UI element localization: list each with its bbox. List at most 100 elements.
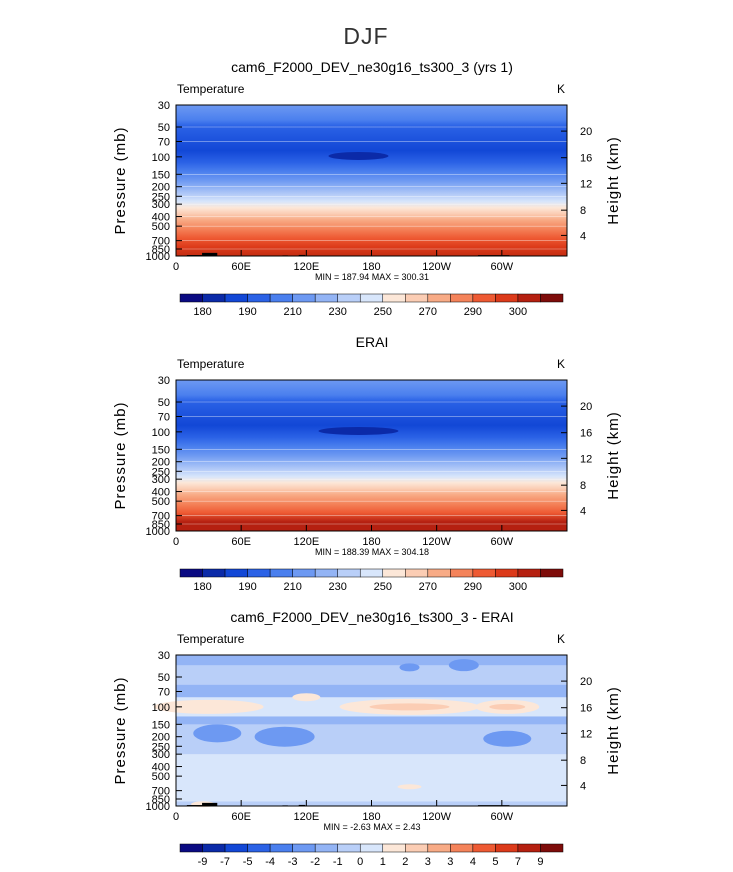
colorbar-swatch [427,293,451,303]
panel-title: cam6_F2000_DEV_ne30g16_ts300_3 - ERAI [230,609,513,625]
cold-core-contour [318,426,399,435]
y-tick-label: 500 [152,771,170,783]
y-tick-label: 300 [152,474,170,486]
y-tick-label: 100 [152,427,170,439]
y-tick-label: 1000 [146,526,170,538]
y2-tick-label: 12 [580,453,592,465]
y-tick-label: 50 [158,397,170,409]
colorbar-swatch [427,568,451,578]
y-tick-label: 50 [158,122,170,134]
colorbar-label: -5 [243,856,253,868]
colorbar-label: 210 [283,306,301,318]
colorbar-label: 290 [464,581,482,593]
chart-panel-3: cam6_F2000_DEV_ne30g16_ts300_3 - ERAI Tem… [112,609,622,868]
y-tick-label: 200 [152,457,170,469]
y-tick-label: 100 [152,152,170,164]
y-tick-label: 300 [152,749,170,761]
x-tick-label: 60W [491,261,514,273]
x-tick-label: 0 [173,536,179,548]
colorbar-swatch [427,843,451,853]
y-tick-label: 400 [152,212,170,224]
x-tick-label: 120E [293,536,319,548]
colorbar-label: 250 [374,306,392,318]
y-tick-label: 50 [158,672,170,684]
colorbar-swatch [382,568,406,578]
y-tick-label: 700 [152,236,170,248]
units-label: K [557,632,565,646]
colorbar-swatch [269,843,293,853]
x-tick-label: 0 [173,261,179,273]
colorbar-swatch [405,293,429,303]
y-tick-label: 70 [158,411,170,423]
cold-anomaly [254,726,315,747]
y-axis-title: Pressure (mb) [112,676,129,784]
colorbar-swatch [472,568,496,578]
y-tick-label: 850 [152,244,170,256]
x-tick-label: 120W [422,811,451,823]
x-tick-label: 60E [231,261,251,273]
variable-label: Temperature [177,357,245,371]
colorbar-label: 5 [492,856,498,868]
y-tick-label: 200 [152,732,170,744]
y-tick-label: 300 [152,199,170,211]
colorbar-label: -2 [310,856,320,868]
colorbar-label: 270 [419,306,437,318]
temperature-field [176,105,567,256]
y2-tick-label: 16 [580,703,592,715]
y2-tick-label: 12 [580,178,592,190]
colorbar-swatch [292,293,316,303]
y-tick-label: 150 [152,169,170,181]
y2-tick-label: 4 [580,230,586,242]
x-tick-label: 120W [422,536,451,548]
colorbar-label: 190 [238,306,256,318]
colorbar-swatch [495,293,519,303]
colorbar-swatch [359,568,384,578]
colorbar-label: -9 [198,856,208,868]
variable-label: Temperature [177,82,245,96]
y2-axis-title: Height (km) [605,686,622,775]
panel-title: cam6_F2000_DEV_ne30g16_ts300_3 (yrs 1) [231,59,513,75]
colorbar-swatch [202,843,226,853]
x-tick-label: 180 [362,261,380,273]
x-tick-label: 180 [362,536,380,548]
colorbar-label: 180 [193,581,211,593]
colorbar-swatch [337,843,361,853]
colorbar-swatch [540,293,564,303]
x-tick-label: 60W [491,811,514,823]
colorbar-swatch [314,843,338,853]
y-tick-label: 700 [152,786,170,798]
colorbar-swatch [269,293,293,303]
y2-tick-label: 8 [580,480,586,492]
y2-axis-title: Height (km) [605,411,622,500]
min-max-stats: MIN = 188.39 MAX = 304.18 [315,547,429,557]
warm-anomaly [489,703,526,710]
colorbar-label: 180 [193,306,211,318]
x-tick-label: 120E [293,261,319,273]
y2-tick-label: 20 [580,401,592,413]
cold-anomaly [399,663,420,672]
min-max-stats: MIN = -2.63 MAX = 2.43 [323,822,420,832]
y-tick-label: 200 [152,182,170,194]
colorbar-label: 270 [419,581,437,593]
y-tick-label: 70 [158,136,170,148]
topography [202,252,218,256]
colorbar-swatch [540,568,564,578]
colorbar-swatch [540,843,564,853]
colorbar-swatch [517,293,541,303]
y-tick-label: 500 [152,496,170,508]
colorbar-swatch [450,568,474,578]
colorbar-swatch [337,293,361,303]
colorbar-label: -7 [220,856,230,868]
x-tick-label: 120E [293,811,319,823]
colorbar-label: 3 [447,856,453,868]
y-axis-title: Pressure (mb) [112,401,129,509]
colorbar-swatch [337,568,361,578]
colorbar-swatch [179,568,203,578]
colorbar-swatch [247,568,271,578]
colorbar-swatch [224,843,248,853]
y2-tick-label: 16 [580,428,592,440]
warm-anomaly [153,699,264,714]
y-tick-label: 100 [152,702,170,714]
y2-axis-title: Height (km) [605,136,622,225]
colorbar-label: 210 [283,581,301,593]
